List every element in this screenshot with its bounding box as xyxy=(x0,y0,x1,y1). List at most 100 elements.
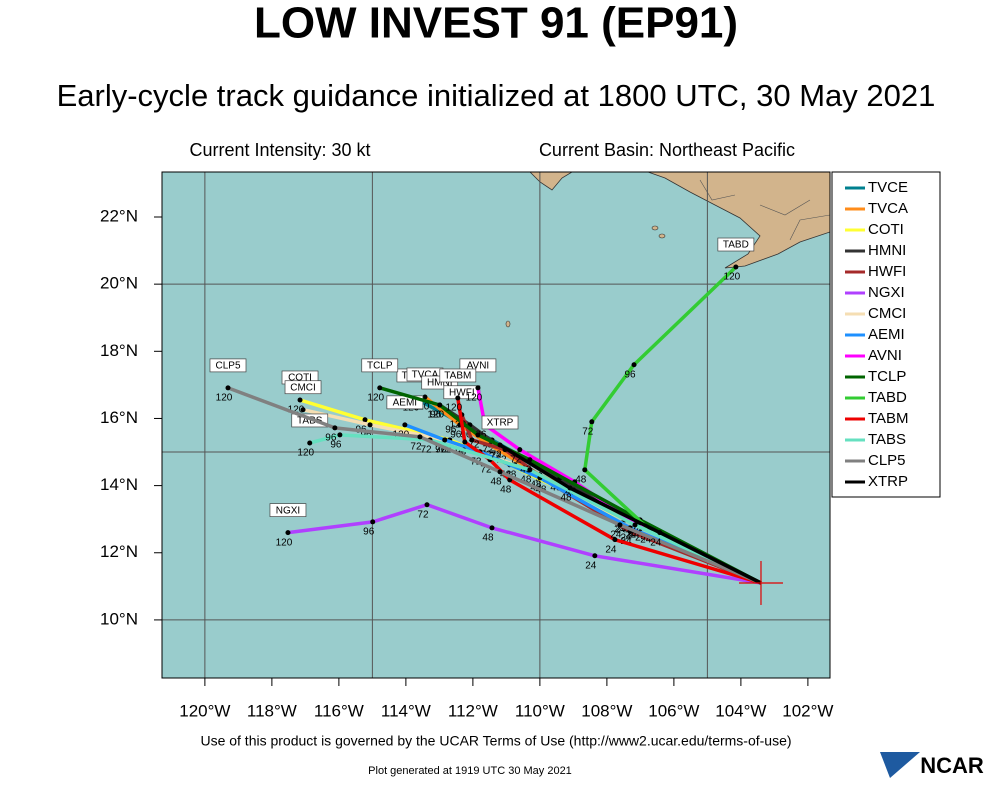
legend-label: CLP5 xyxy=(868,452,906,469)
legend-label: XTRP xyxy=(868,473,908,490)
track-point xyxy=(631,362,637,368)
legend-label: CMCI xyxy=(868,305,906,322)
hour-label: 72 xyxy=(490,450,502,461)
hour-label: 120 xyxy=(367,393,384,404)
x-tick-label: 114°W xyxy=(381,701,431,720)
track-point xyxy=(475,385,481,391)
name-label: HWFI xyxy=(449,387,475,398)
track-point xyxy=(592,553,598,559)
hour-label: 96 xyxy=(450,429,462,440)
hour-label: 72 xyxy=(468,440,480,451)
track xyxy=(287,502,762,585)
legend-label: COTI xyxy=(868,221,904,238)
track-point xyxy=(567,485,573,491)
track xyxy=(460,414,762,585)
hour-label: 120 xyxy=(276,537,293,548)
hour-label: 24 xyxy=(640,535,652,546)
hour-label: 24 xyxy=(625,530,637,541)
track-point xyxy=(402,422,408,428)
hour-label: 72 xyxy=(417,509,429,520)
hour-label: 72 xyxy=(582,426,594,437)
y-tick-label: 18°N xyxy=(100,341,138,360)
name-label: AEMI xyxy=(393,397,417,408)
hour-label: 120 xyxy=(288,405,305,416)
x-tick-label: 106°W xyxy=(648,701,699,720)
x-tick-label: 112°W xyxy=(448,701,498,720)
hour-label: 72 xyxy=(480,464,492,475)
legend-label: AEMI xyxy=(868,326,905,343)
track-point xyxy=(489,525,495,531)
y-tick-label: 20°N xyxy=(100,274,138,293)
x-tick-label: 120°W xyxy=(179,701,230,720)
title: LOW INVEST 91 (EP91) xyxy=(254,0,738,48)
generated: Plot generated at 1919 UTC 30 May 2021 xyxy=(368,765,572,777)
name-label: TABM xyxy=(444,371,471,382)
hour-label: 48 xyxy=(560,493,572,504)
name-label: TABD xyxy=(723,240,749,251)
y-tick-label: 12°N xyxy=(100,542,138,561)
x-tick-label: 110°W xyxy=(515,701,565,720)
x-tick-label: 118°W xyxy=(247,701,297,720)
logo: NCAR xyxy=(920,753,984,778)
track-point xyxy=(437,402,443,408)
hour-label: 120 xyxy=(724,272,741,283)
name-box xyxy=(439,368,477,383)
track xyxy=(499,443,762,585)
track-point xyxy=(469,437,475,443)
track-point xyxy=(422,394,428,400)
legend-label: NGXI xyxy=(868,284,905,301)
name-box xyxy=(717,237,755,252)
x-tick-label: 116°W xyxy=(314,701,364,720)
hour-label: 120 xyxy=(297,448,314,459)
subtitle: Early-cycle track guidance initialized a… xyxy=(57,78,936,113)
hour-label: 24 xyxy=(585,560,597,571)
track-point xyxy=(507,477,513,483)
hour-label: 96 xyxy=(363,527,375,538)
hour-label: 120 xyxy=(466,393,483,404)
hour-label: 24 xyxy=(610,530,622,541)
hour-label: 96 xyxy=(455,447,467,458)
hour-label: 120 xyxy=(445,403,462,414)
track-point xyxy=(497,442,503,448)
hour-label: 24 xyxy=(628,530,640,541)
name-label: CMCI xyxy=(290,382,316,393)
track xyxy=(227,386,762,585)
track-point xyxy=(589,419,595,425)
footer: Use of this product is governed by the U… xyxy=(200,733,791,749)
x-tick-label: 104°W xyxy=(715,701,766,720)
name-label: CLP5 xyxy=(215,361,240,372)
hour-label: 120 xyxy=(216,393,233,404)
track-point xyxy=(657,530,663,536)
hour-label: 72 xyxy=(420,445,432,456)
track-point xyxy=(632,522,638,528)
legend-label: TVCA xyxy=(868,200,908,217)
track-point xyxy=(612,537,618,543)
track-point xyxy=(337,432,343,438)
name-box xyxy=(284,380,322,395)
track-point xyxy=(367,422,373,428)
y-tick-label: 16°N xyxy=(100,408,138,427)
y-tick-label: 14°N xyxy=(100,475,138,494)
map-frame xyxy=(161,171,831,679)
name-label: HMNI xyxy=(427,378,453,389)
track-point xyxy=(462,439,468,445)
track-point xyxy=(617,522,623,528)
name-label: COTI xyxy=(288,373,312,384)
y-tick-label: 22°N xyxy=(100,206,138,225)
hour-label: 24 xyxy=(650,537,662,548)
hour-label: 24 xyxy=(605,544,617,555)
x-tick-label: 102°W xyxy=(782,701,833,720)
track-point xyxy=(332,425,338,431)
name-label: NGXI xyxy=(276,505,300,516)
name-label: TVCA xyxy=(412,370,439,381)
track-point xyxy=(517,447,523,453)
hour-label: 96 xyxy=(325,432,337,443)
track-point xyxy=(300,407,306,413)
intensity: Current Intensity: 30 kt xyxy=(189,140,370,160)
legend-label: HWFI xyxy=(868,263,906,280)
y-tick-label: 10°N xyxy=(100,609,138,628)
hour-label: 24 xyxy=(635,533,647,544)
name-label: TABS xyxy=(297,416,323,427)
